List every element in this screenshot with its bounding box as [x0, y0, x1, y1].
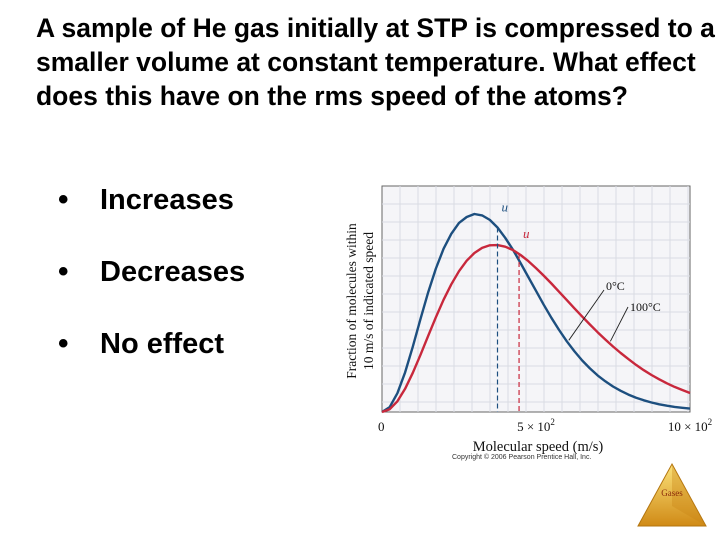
option-no-effect[interactable]: • No effect	[58, 322, 245, 394]
y-axis-label: Fraction of molecules within	[344, 223, 359, 379]
y-axis-label: 10 m/s of indicated speed	[361, 232, 376, 370]
question-text: A sample of He gas initially at STP is c…	[36, 13, 715, 111]
bullet-dot-icon: •	[58, 327, 69, 360]
option-label: No effect	[100, 328, 225, 360]
option-increases[interactable]: • Increases	[58, 178, 245, 250]
series-line-hot	[381, 243, 691, 414]
series-annotation: 0°C	[606, 279, 625, 293]
plot-area	[381, 185, 691, 413]
copyright-notice: Copyright © 2006 Pearson Prentice Hall, …	[452, 454, 592, 461]
triangle-icon	[637, 462, 707, 527]
rms-marker-label: u	[523, 226, 530, 241]
answer-options: • Increases • Decreases • No effect	[58, 178, 245, 394]
annotation-leader	[609, 306, 629, 342]
annotation-leader	[568, 289, 605, 341]
gases-badge: Gases	[637, 462, 707, 527]
bullet-dot-icon: •	[58, 255, 69, 288]
bullet-dot-icon: •	[58, 183, 69, 216]
x-tick-label: 5 × 102	[517, 417, 555, 434]
series-line-cold	[381, 212, 691, 414]
x-tick-label: 0	[378, 419, 385, 434]
option-label: Increases	[100, 184, 234, 216]
badge-label: Gases	[661, 488, 683, 498]
x-axis-label: Molecular speed (m/s)	[473, 439, 604, 455]
x-tick-label: 10 × 102	[668, 417, 712, 434]
rms-marker-label: u	[502, 199, 509, 214]
option-decreases[interactable]: • Decreases	[58, 250, 245, 322]
series-annotation: 100°C	[630, 300, 661, 314]
option-label: Decreases	[100, 256, 246, 288]
